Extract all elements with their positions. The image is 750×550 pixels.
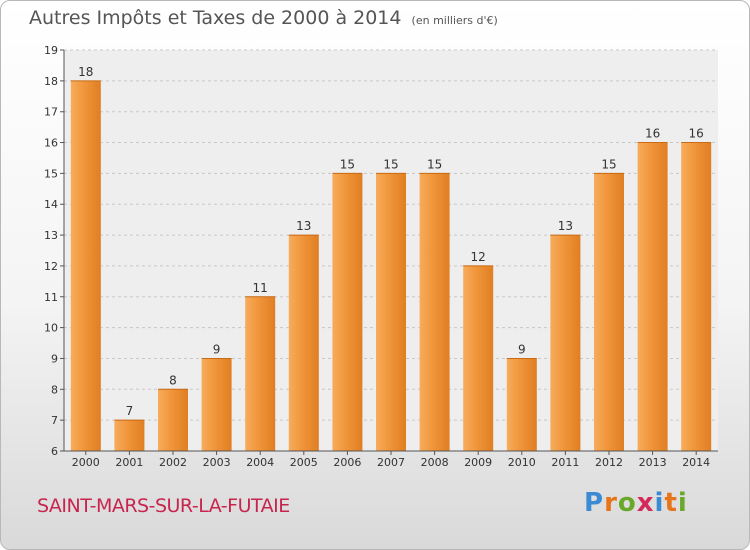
data-label: 15 [340,157,355,171]
x-tick-label: 2013 [639,456,667,469]
logo-letter: i [677,488,688,518]
data-label: 9 [213,342,221,356]
y-tick-label: 9 [51,352,58,365]
bar [637,142,668,452]
y-tick-label: 10 [44,322,58,335]
data-label: 9 [518,342,526,356]
logo-letter: r [604,488,618,518]
y-tick-label: 19 [44,44,58,57]
data-label: 16 [689,127,704,141]
data-label: 13 [558,219,573,233]
x-tick-label: 2012 [595,456,623,469]
x-tick-label: 2011 [551,456,579,469]
x-tick-label: 2001 [115,456,143,469]
chart-title: Autres Impôts et Taxes de 2000 à 2014 (e… [29,7,498,29]
bar [114,420,145,451]
data-label: 11 [253,281,268,295]
data-label: 13 [296,219,311,233]
y-tick-label: 14 [44,198,58,211]
x-tick-label: 2002 [159,456,187,469]
x-tick-label: 2006 [333,456,361,469]
proxiti-logo: Proxiti [584,488,688,518]
data-label: 7 [126,404,134,418]
y-tick-label: 12 [44,260,58,273]
y-tick-label: 17 [44,106,58,119]
x-tick-label: 2010 [508,456,536,469]
y-tick-label: 16 [44,137,58,150]
chart-title-text: Autres Impôts et Taxes de 2000 à 2014 [29,7,402,29]
logo-letter: o [617,488,637,518]
x-tick-label: 2004 [246,456,274,469]
data-label: 16 [645,127,660,141]
commune-name: SAINT-MARS-SUR-LA-FUTAIE [37,495,290,517]
bar [158,389,188,451]
bar [376,173,406,451]
bar [463,265,494,451]
data-label: 15 [601,157,616,171]
bar [681,142,712,452]
data-label: 12 [471,250,486,264]
bars: 18 7 8 9 11 13 15 15 15 12 9 13 15 16 16 [70,65,712,452]
data-label: 18 [78,65,93,79]
bar [332,173,363,451]
logo-letter: x [636,488,655,518]
bar [419,173,450,451]
x-tick-label: 2009 [464,456,492,469]
bar [70,80,101,451]
y-tick-label: 13 [44,229,58,242]
bar [594,173,624,451]
y-tick-label: 15 [44,167,58,180]
x-tick-label: 2014 [682,456,710,469]
x-tick-label: 2000 [72,456,100,469]
y-tick-label: 7 [51,414,58,427]
data-label: 15 [383,157,398,171]
y-tick-label: 11 [44,291,58,304]
x-tick-label: 2008 [421,456,449,469]
bar [288,235,319,451]
bar [550,235,581,451]
y-tick-label: 6 [51,445,58,458]
bar [201,358,232,451]
x-tick-label: 2005 [290,456,318,469]
logo-letter: P [584,488,605,518]
y-tick-label: 18 [44,75,58,88]
logo-letter: i [654,488,665,518]
y-tick-label: 8 [51,383,58,396]
data-label: 8 [169,373,177,387]
x-tick-label: 2003 [203,456,231,469]
bar [506,358,537,451]
logo-letter: t [664,488,678,518]
x-tick-label: 2007 [377,456,405,469]
chart-subtitle: (en milliers d'€) [411,14,498,27]
axes: 6 7 8 9 10 11 12 13 14 15 16 17 18 19 2000 2001 2002 2003… [44,44,718,469]
bar [245,296,276,451]
data-label: 15 [427,157,442,171]
